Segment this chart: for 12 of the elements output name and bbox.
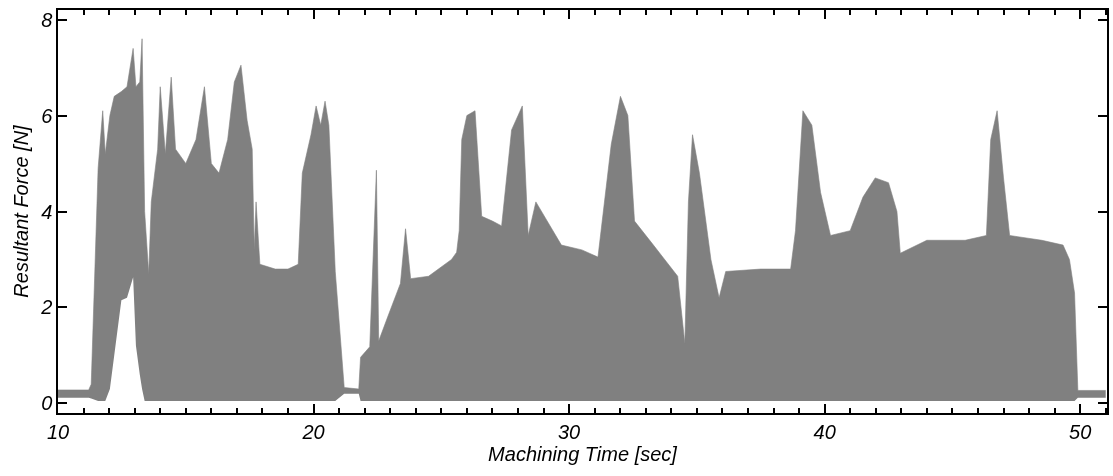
y-tick-label: 4 — [41, 200, 53, 223]
y-tick-label: 2 — [40, 296, 53, 319]
y-axis-title: Resultant Force [N] — [10, 124, 33, 298]
x-tick-label: 30 — [557, 420, 581, 443]
y-tick-label: 6 — [41, 104, 54, 127]
x-tick-label: 10 — [46, 420, 70, 443]
y-tick-label: 0 — [41, 392, 53, 415]
x-axis-title: Machining Time [sec] — [488, 442, 678, 465]
y-tick-label: 8 — [41, 8, 53, 31]
x-tick-label: 20 — [301, 420, 325, 443]
x-tick-label: 50 — [1069, 420, 1092, 443]
x-tick-label: 40 — [813, 420, 836, 443]
